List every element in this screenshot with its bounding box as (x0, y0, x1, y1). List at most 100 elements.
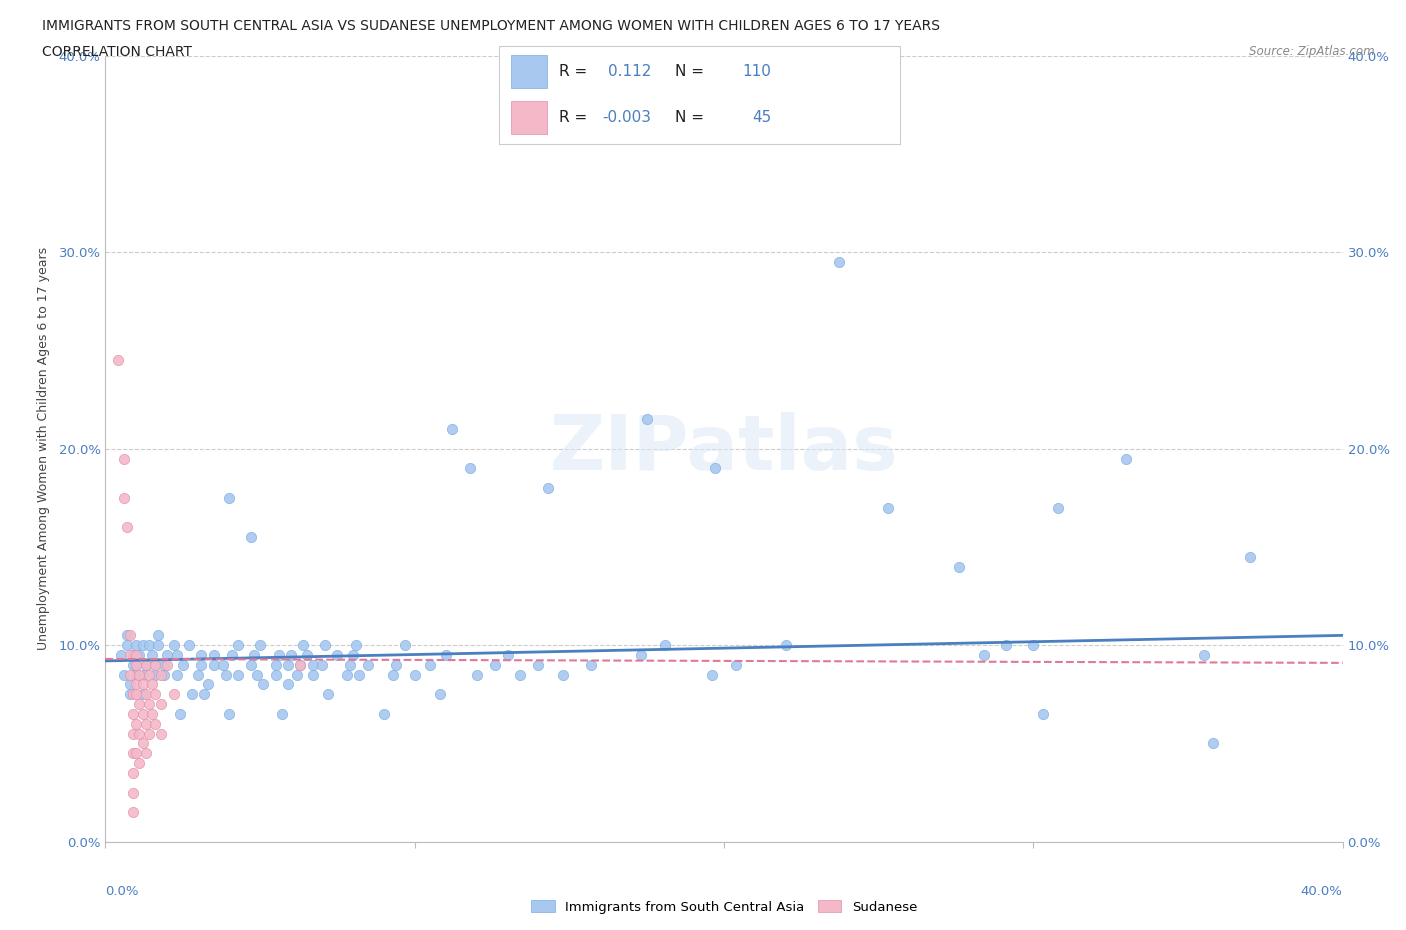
Point (537, 481, 560, 496)
Point (128, 667, 150, 682)
Point (484, 658, 506, 672)
Point (135, 687, 157, 702)
Point (326, 647, 349, 662)
Point (115, 628, 138, 643)
Point (143, 667, 166, 682)
Point (295, 647, 318, 662)
Point (948, 559, 970, 574)
Point (177, 638, 200, 653)
Point (131, 736, 153, 751)
Text: N =: N = (675, 64, 704, 79)
Text: IMMIGRANTS FROM SOUTH CENTRAL ASIA VS SUDANESE UNEMPLOYMENT AMONG WOMEN WITH CHI: IMMIGRANTS FROM SOUTH CENTRAL ASIA VS SU… (42, 19, 941, 33)
Point (527, 658, 550, 672)
Point (138, 697, 160, 711)
Point (440, 421, 463, 436)
Point (339, 658, 361, 672)
Point (1022, 638, 1045, 653)
Point (434, 647, 457, 662)
Point (162, 687, 184, 702)
Point (131, 677, 153, 692)
Point (193, 687, 215, 702)
Point (128, 647, 150, 662)
Text: ZIPatlas: ZIPatlas (550, 412, 898, 485)
Point (264, 658, 287, 672)
Point (143, 658, 166, 672)
Point (496, 647, 519, 662)
Point (107, 352, 129, 367)
Point (725, 658, 748, 672)
Point (212, 658, 235, 672)
Point (460, 461, 482, 476)
Point (141, 677, 163, 692)
Point (249, 638, 271, 653)
Point (267, 647, 290, 662)
Point (973, 647, 995, 662)
Point (1115, 451, 1137, 466)
Point (190, 658, 212, 672)
Point (172, 658, 194, 672)
Point (775, 638, 797, 653)
Point (1239, 550, 1261, 565)
Point (290, 658, 312, 672)
Point (110, 647, 132, 662)
Point (342, 647, 364, 662)
Point (1202, 736, 1225, 751)
Point (122, 765, 145, 780)
Point (141, 647, 163, 662)
Point (120, 647, 142, 662)
Point (166, 667, 188, 682)
Point (120, 667, 142, 682)
Point (122, 785, 145, 800)
Point (877, 500, 900, 515)
Point (314, 638, 336, 653)
Legend: Immigrants from South Central Asia, Sudanese: Immigrants from South Central Asia, Suda… (531, 900, 917, 913)
Point (150, 726, 173, 741)
Point (221, 647, 243, 662)
Point (187, 667, 209, 682)
Point (246, 667, 269, 682)
Point (827, 255, 849, 270)
Point (131, 667, 153, 682)
Text: 110: 110 (742, 64, 772, 79)
Point (131, 707, 153, 722)
Point (630, 647, 652, 662)
Point (166, 647, 188, 662)
Point (181, 687, 204, 702)
Point (125, 667, 148, 682)
Point (373, 707, 395, 722)
Point (122, 707, 145, 722)
Point (128, 755, 150, 770)
Point (135, 658, 157, 672)
Point (1032, 707, 1054, 722)
Point (122, 746, 145, 761)
Point (509, 667, 531, 682)
Text: N =: N = (675, 111, 704, 126)
Point (197, 677, 219, 692)
Point (264, 667, 287, 682)
Text: CORRELATION CHART: CORRELATION CHART (42, 45, 193, 59)
Point (277, 677, 299, 692)
Point (156, 647, 179, 662)
Point (336, 667, 359, 682)
Point (218, 707, 240, 722)
Point (115, 520, 138, 535)
Point (239, 658, 262, 672)
Point (228, 667, 250, 682)
Point (277, 658, 299, 672)
Point (122, 726, 145, 741)
Point (125, 687, 148, 702)
Point (994, 638, 1017, 653)
Point (122, 658, 145, 672)
Point (252, 677, 274, 692)
Point (1047, 500, 1070, 515)
Point (202, 647, 225, 662)
Point (150, 667, 173, 682)
Text: Source: ZipAtlas.com: Source: ZipAtlas.com (1250, 45, 1375, 58)
Point (202, 658, 225, 672)
Point (153, 667, 176, 682)
Point (270, 707, 292, 722)
Point (553, 667, 575, 682)
Point (156, 658, 179, 672)
Point (112, 667, 135, 682)
Text: 0.0%: 0.0% (105, 884, 139, 897)
